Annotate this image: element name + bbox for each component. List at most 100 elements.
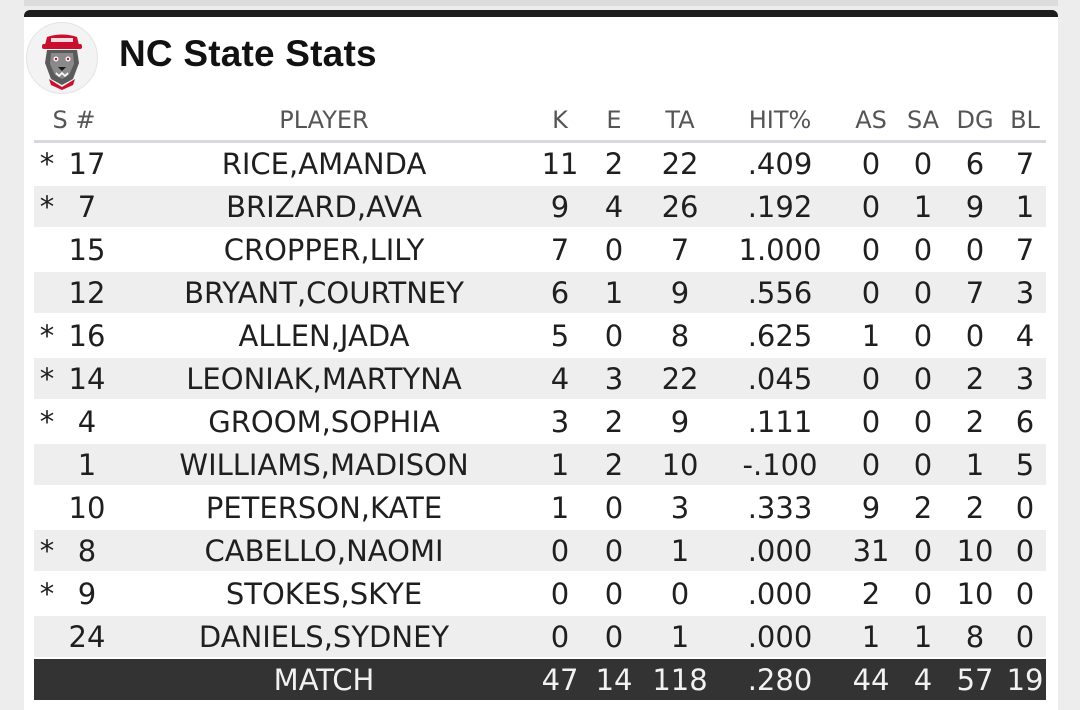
- blocks: 3: [1004, 271, 1047, 315]
- table-row[interactable]: 24 DANIELS,SYDNEY 0 0 1 .000 1 1 8 0: [34, 615, 1047, 659]
- col-header-as[interactable]: AS: [842, 100, 901, 143]
- digs: 1: [946, 443, 1005, 487]
- jersey-number: 8: [60, 529, 115, 573]
- digs: 10: [946, 529, 1005, 573]
- errors: 0: [586, 486, 643, 530]
- starter-mark: *: [34, 400, 60, 444]
- player-name[interactable]: STOKES,SKYE: [114, 572, 535, 616]
- service-aces: 2: [900, 486, 947, 530]
- col-header-player[interactable]: PLAYER: [114, 100, 535, 143]
- total-errors: 14: [586, 658, 643, 702]
- table-row[interactable]: * 16 ALLEN,JADA 5 0 8 .625 1 0 0 4: [34, 314, 1047, 358]
- table-row[interactable]: * 8 CABELLO,NAOMI 0 0 1 .000 31 0 10 0: [34, 529, 1047, 573]
- jersey-number: 17: [60, 141, 115, 186]
- col-header-hit-pct[interactable]: HIT%: [718, 100, 843, 143]
- col-header-e[interactable]: E: [586, 100, 643, 143]
- table-row[interactable]: * 17 RICE,AMANDA 11 2 22 .409 0 0 6 7: [34, 141, 1047, 186]
- assists: 0: [842, 185, 901, 229]
- kills: 3: [534, 400, 587, 444]
- assists: 1: [842, 314, 901, 358]
- total-service-aces: 4: [900, 658, 947, 702]
- jersey-number: 12: [60, 271, 115, 315]
- total-attempts: 10: [642, 443, 719, 487]
- player-name[interactable]: PETERSON,KATE: [114, 486, 535, 530]
- total-digs: 57: [946, 658, 1005, 702]
- player-name[interactable]: GROOM,SOPHIA: [114, 400, 535, 444]
- table-row[interactable]: 15 CROPPER,LILY 7 0 7 1.000 0 0 0 7: [34, 228, 1047, 272]
- digs: 2: [946, 357, 1005, 401]
- total-attempts: 1: [642, 615, 719, 659]
- errors: 2: [586, 400, 643, 444]
- table-row[interactable]: * 14 LEONIAK,MARTYNA 4 3 22 .045 0 0 2 3: [34, 357, 1047, 401]
- total-hit-pct: .280: [718, 658, 843, 702]
- player-name[interactable]: RICE,AMANDA: [114, 141, 535, 186]
- player-name[interactable]: BRIZARD,AVA: [114, 185, 535, 229]
- hit-pct: .111: [718, 400, 843, 444]
- blocks: 0: [1004, 486, 1047, 530]
- col-header-sa[interactable]: SA: [900, 100, 947, 143]
- col-header-dg[interactable]: DG: [946, 100, 1005, 143]
- player-name[interactable]: LEONIAK,MARTYNA: [114, 357, 535, 401]
- kills: 11: [534, 141, 587, 186]
- jersey-number: 14: [60, 357, 115, 401]
- starter-mark: *: [34, 529, 60, 573]
- jersey-number: 4: [60, 400, 115, 444]
- service-aces: 1: [900, 615, 947, 659]
- team-logo: [26, 22, 98, 94]
- errors: 0: [586, 615, 643, 659]
- assists: 0: [842, 443, 901, 487]
- player-name[interactable]: WILLIAMS,MADISON: [114, 443, 535, 487]
- kills: 0: [534, 529, 587, 573]
- starter-mark: *: [34, 141, 60, 186]
- service-aces: 0: [900, 443, 947, 487]
- assists: 1: [842, 615, 901, 659]
- errors: 0: [586, 314, 643, 358]
- total-attempts: 1: [642, 529, 719, 573]
- service-aces: 0: [900, 271, 947, 315]
- errors: 1: [586, 271, 643, 315]
- total-attempts-sum: 118: [642, 658, 719, 702]
- col-header-k[interactable]: K: [534, 100, 587, 143]
- col-header-ta[interactable]: TA: [642, 100, 719, 143]
- blocks: 5: [1004, 443, 1047, 487]
- total-kills: 47: [534, 658, 587, 702]
- player-name[interactable]: DANIELS,SYDNEY: [114, 615, 535, 659]
- blocks: 1: [1004, 185, 1047, 229]
- col-header-bl[interactable]: BL: [1004, 100, 1047, 143]
- kills: 0: [534, 615, 587, 659]
- kills: 1: [534, 486, 587, 530]
- assists: 31: [842, 529, 901, 573]
- hit-pct: .000: [718, 529, 843, 573]
- table-row[interactable]: * 7 BRIZARD,AVA 9 4 26 .192 0 1 9 1: [34, 185, 1047, 229]
- col-header-s-num[interactable]: S #: [34, 100, 115, 143]
- jersey-number: 15: [60, 228, 115, 272]
- table-header-row: S # PLAYER K E TA HIT% AS SA DG BL: [34, 100, 1047, 143]
- player-name[interactable]: ALLEN,JADA: [114, 314, 535, 358]
- kills: 0: [534, 572, 587, 616]
- errors: 2: [586, 141, 643, 186]
- player-name[interactable]: CABELLO,NAOMI: [114, 529, 535, 573]
- player-name[interactable]: CROPPER,LILY: [114, 228, 535, 272]
- total-attempts: 9: [642, 400, 719, 444]
- errors: 4: [586, 185, 643, 229]
- blocks: 6: [1004, 400, 1047, 444]
- wolf-logo-icon: [42, 34, 82, 90]
- player-name[interactable]: BRYANT,COURTNEY: [114, 271, 535, 315]
- digs: 2: [946, 400, 1005, 444]
- table-row[interactable]: * 9 STOKES,SKYE 0 0 0 .000 2 0 10 0: [34, 572, 1047, 616]
- table-row[interactable]: * 4 GROOM,SOPHIA 3 2 9 .111 0 0 2 6: [34, 400, 1047, 444]
- blocks: 3: [1004, 357, 1047, 401]
- total-attempts: 8: [642, 314, 719, 358]
- blocks: 7: [1004, 228, 1047, 272]
- match-totals-row: MATCH 47 14 118 .280 44 4 57 19: [34, 658, 1047, 702]
- starter-mark: [34, 271, 60, 315]
- table-row[interactable]: 1 WILLIAMS,MADISON 1 2 10 -.100 0 0 1 5: [34, 443, 1047, 487]
- starter-mark: *: [34, 357, 60, 401]
- digs: 8: [946, 615, 1005, 659]
- errors: 3: [586, 357, 643, 401]
- table-row[interactable]: 10 PETERSON,KATE 1 0 3 .333 9 2 2 0: [34, 486, 1047, 530]
- table-row[interactable]: 12 BRYANT,COURTNEY 6 1 9 .556 0 0 7 3: [34, 271, 1047, 315]
- hit-pct: .045: [718, 357, 843, 401]
- hit-pct: .192: [718, 185, 843, 229]
- team-title: NC State Stats: [119, 33, 377, 74]
